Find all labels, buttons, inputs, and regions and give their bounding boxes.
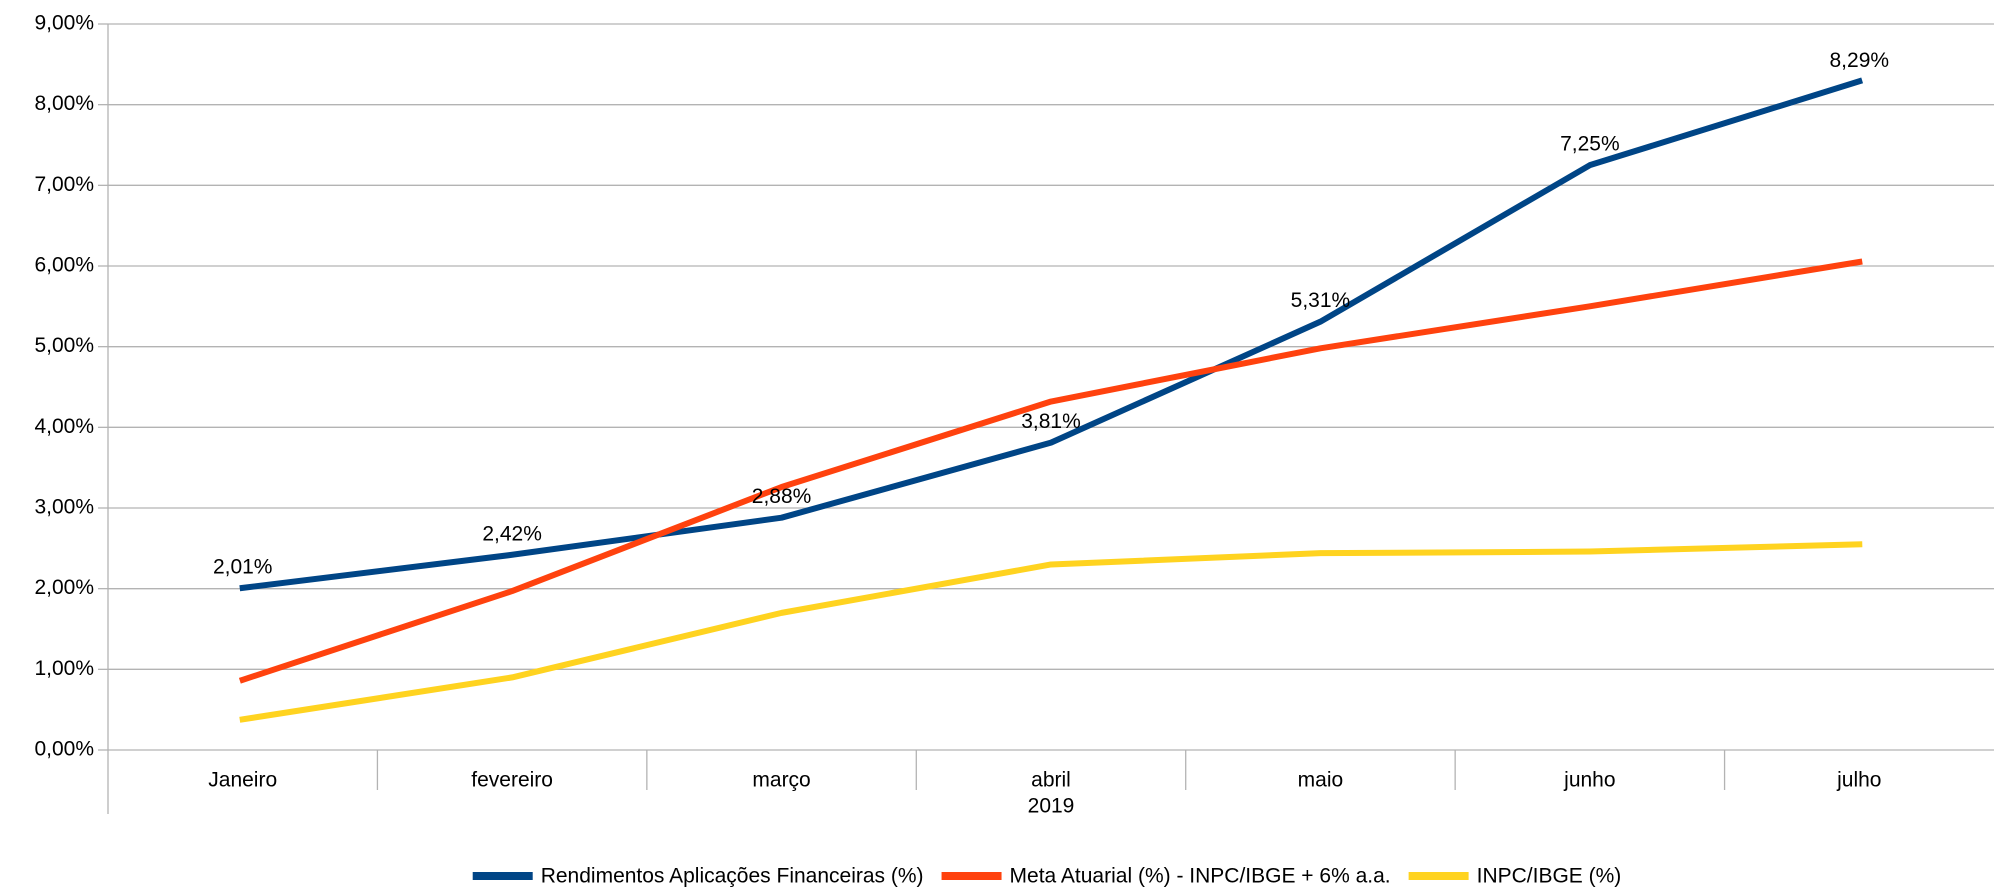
data-label: 3,81%	[1021, 410, 1081, 433]
y-tick-label: 1,00%	[34, 657, 94, 680]
y-tick-label: 9,00%	[34, 12, 94, 35]
series-line	[239, 541, 1863, 723]
legend-label: INPC/IBGE (%)	[1477, 865, 1622, 888]
data-label: 2,01%	[213, 555, 273, 578]
data-label: 2,88%	[752, 485, 812, 508]
y-tick-label: 6,00%	[34, 254, 94, 277]
data-label: 5,31%	[1291, 289, 1351, 312]
series-line	[238, 258, 1863, 684]
legend-label: Rendimentos Aplicações Financeiras (%)	[541, 865, 924, 888]
y-tick-label: 0,00%	[34, 738, 94, 761]
x-axis-label: 2019	[1028, 795, 1075, 818]
x-tick-label: abril	[1031, 769, 1071, 792]
data-label: 8,29%	[1830, 49, 1890, 72]
y-tick-label: 5,00%	[34, 334, 94, 357]
legend-swatch	[941, 872, 1002, 880]
series-line	[239, 77, 1864, 592]
legend-label: Meta Atuarial (%) - INPC/IBGE + 6% a.a.	[1010, 865, 1391, 888]
legend-swatch	[472, 872, 533, 880]
x-tick-label: março	[752, 769, 810, 792]
x-tick-label: fevereiro	[471, 769, 553, 792]
y-tick-label: 3,00%	[34, 496, 94, 519]
data-label: 7,25%	[1560, 133, 1620, 156]
y-tick-label: 4,00%	[34, 415, 94, 438]
y-tick-label: 2,00%	[34, 576, 94, 599]
x-tick-label: maio	[1298, 769, 1344, 792]
y-tick-label: 7,00%	[34, 173, 94, 196]
data-label: 2,42%	[482, 522, 542, 545]
x-tick-label: junho	[1563, 769, 1615, 792]
y-tick-label: 8,00%	[34, 92, 94, 115]
x-tick-label: Janeiro	[208, 769, 277, 792]
x-tick-label: julho	[1836, 769, 1881, 792]
legend-swatch	[1408, 872, 1469, 880]
